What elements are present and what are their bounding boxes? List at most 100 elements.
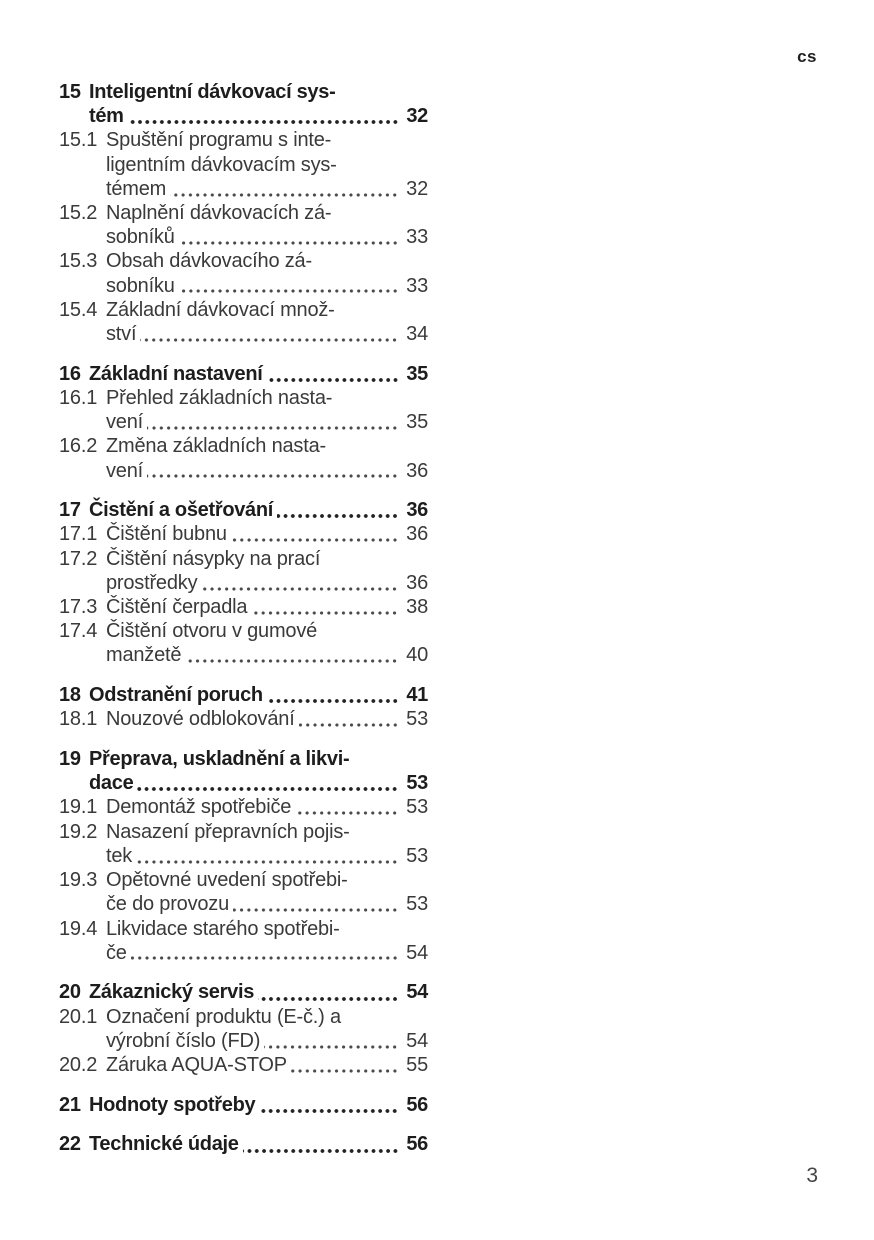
toc-entry-number: 19.4 xyxy=(59,917,98,940)
toc-entry-number: 19.1 xyxy=(59,796,98,819)
dot-leader xyxy=(137,787,401,792)
dot-leader xyxy=(266,699,401,704)
toc-entry-title: Naplnění dávkovacích zá- xyxy=(106,202,332,225)
toc-line: 19.4 Likvidace starého spotřebi- xyxy=(59,917,428,941)
toc-entry-page: 36 xyxy=(406,499,428,522)
toc-line: 17.3 Čištění čerpadla 38 xyxy=(59,595,428,619)
toc-sub-entry: 16.1 Přehled základních nasta-vení 35 xyxy=(59,386,428,434)
dot-leader xyxy=(230,538,401,543)
table-of-contents: 15 Inteligentní dávkovací sys-tém 32 15.1 Sp… xyxy=(59,80,428,1157)
toc-entry-title: Čištění násypky na prací xyxy=(106,547,321,570)
toc-entry-title: ligentním dávkovacím sys- xyxy=(106,153,337,176)
toc-sub-entry: 17.3 Čištění čerpadla 38 xyxy=(59,595,428,619)
toc-entry-title: Nouzové odblokování xyxy=(106,708,295,731)
toc-line: če 54 xyxy=(59,941,428,965)
toc-line: 16 Základní nastavení 35 xyxy=(59,362,428,386)
dot-leader xyxy=(201,586,401,591)
toc-line: ství 34 xyxy=(59,322,428,346)
toc-entry-page: 54 xyxy=(406,981,428,1004)
toc-entry-title: Nasazení přepravních pojis- xyxy=(106,820,350,843)
toc-entry-title: Hodnoty spotřeby xyxy=(89,1093,256,1116)
dot-leader xyxy=(266,377,401,382)
toc-sub-entry: 20.2 Záruka AQUA-STOP 55 xyxy=(59,1053,428,1077)
toc-line: če do provozu 53 xyxy=(59,892,428,916)
toc-sub-entry: 17.4 Čištění otvoru v gumové manžetě 40 xyxy=(59,619,428,667)
toc-entry-title: Čistění a ošetřování xyxy=(89,499,274,522)
toc-entry-title: dace xyxy=(89,772,134,795)
toc-line: manžetě 40 xyxy=(59,643,428,667)
toc-line: 18.1 Nouzové odblokování 53 xyxy=(59,707,428,731)
toc-entry-page: 32 xyxy=(406,105,428,128)
toc-chapter-entry: 16 Základní nastavení 35 xyxy=(59,362,428,386)
toc-entry-title: Záruka AQUA-STOP xyxy=(106,1054,287,1077)
toc-chapter-entry: 15 Inteligentní dávkovací sys-tém 32 xyxy=(59,80,428,128)
toc-line: 16.1 Přehled základních nasta- xyxy=(59,386,428,410)
toc-chapter-entry: 18 Odstranění poruch 41 xyxy=(59,683,428,707)
toc-entry-page: 53 xyxy=(406,893,428,916)
dot-leader xyxy=(127,120,401,125)
toc-entry-title: tém xyxy=(89,105,124,128)
toc-sub-entry: 20.1 Označení produktu (E-č.) a výrobní čí… xyxy=(59,1005,428,1053)
toc-entry-number: 17.3 xyxy=(59,596,98,619)
toc-entry-title: Základní dávkovací množ- xyxy=(106,298,335,321)
toc-sub-entry: 15.4 Základní dávkovací množ-ství 34 xyxy=(59,298,428,346)
language-marker: cs xyxy=(797,47,817,66)
toc-entry-page: 38 xyxy=(406,596,428,619)
page-number: 3 xyxy=(806,1164,818,1187)
toc-line: 17.1 Čištění bubnu 36 xyxy=(59,522,428,546)
toc-chapter-entry: 21 Hodnoty spotřeby 56 xyxy=(59,1093,428,1117)
toc-sub-entry: 19.1 Demontáž spotřebiče 53 xyxy=(59,795,428,819)
dot-leader xyxy=(259,1108,401,1113)
toc-entry-number: 22 xyxy=(59,1133,81,1156)
toc-entry-number: 16.1 xyxy=(59,386,98,409)
toc-line: tém 32 xyxy=(59,104,428,128)
toc-entry-title: Přehled základních nasta- xyxy=(106,386,333,409)
toc-line: výrobní číslo (FD) 54 xyxy=(59,1029,428,1053)
toc-entry-page: 53 xyxy=(406,844,428,867)
toc-line: 15.2 Naplnění dávkovacích zá- xyxy=(59,201,428,225)
toc-entry-title: Likvidace starého spotřebi- xyxy=(106,917,340,940)
toc-entry-number: 15 xyxy=(59,81,81,103)
dot-leader xyxy=(277,514,401,519)
toc-line: 20.1 Označení produktu (E-č.) a xyxy=(59,1005,428,1029)
toc-chapter-entry: 19 Přeprava, uskladnění a likvi-dace 53 xyxy=(59,747,428,795)
toc-entry-page: 33 xyxy=(406,226,428,249)
toc-entry-page: 54 xyxy=(406,1029,428,1052)
toc-sub-entry: 19.3 Opětovné uvedení spotřebi-če do prov… xyxy=(59,868,428,916)
toc-entry-title: Inteligentní dávkovací sys- xyxy=(89,81,336,103)
toc-entry-title: če do provozu xyxy=(106,893,230,916)
toc-entry-number: 18.1 xyxy=(59,708,98,731)
toc-entry-title: prostředky xyxy=(106,571,198,594)
toc-entry-title: Opětovné uvedení spotřebi- xyxy=(106,869,348,892)
toc-line: tek 53 xyxy=(59,844,428,868)
toc-entry-title: ství xyxy=(106,323,137,346)
toc-entry-title: Čištění otvoru v gumové xyxy=(106,620,318,643)
toc-entry-page: 35 xyxy=(406,411,428,434)
toc-entry-page: 53 xyxy=(406,796,428,819)
toc-entry-number: 16.2 xyxy=(59,435,98,458)
toc-entry-page: 41 xyxy=(406,684,428,707)
toc-entry-number: 15.1 xyxy=(59,129,98,152)
toc-entry-page: 55 xyxy=(406,1054,428,1077)
toc-entry-number: 15.3 xyxy=(59,250,98,273)
toc-line: 19 Přeprava, uskladnění a likvi- xyxy=(59,747,428,771)
toc-sub-entry: 15.2 Naplnění dávkovacích zá-sobníků 33 xyxy=(59,201,428,249)
toc-line: 15.4 Základní dávkovací množ- xyxy=(59,298,428,322)
toc-entry-number: 17 xyxy=(59,499,81,522)
dot-leader xyxy=(130,956,401,961)
toc-entry-page: 35 xyxy=(406,362,428,385)
toc-entry-number: 20.1 xyxy=(59,1005,98,1028)
toc-entry-page: 53 xyxy=(406,708,428,731)
toc-entry-title: manžetě xyxy=(106,644,182,667)
toc-entry-title: Přeprava, uskladnění a likvi- xyxy=(89,748,350,771)
toc-entry-title: vení xyxy=(106,411,144,434)
toc-chapter-entry: 22 Technické údaje 56 xyxy=(59,1132,428,1156)
toc-line: 18 Odstranění poruch 41 xyxy=(59,683,428,707)
toc-line: ligentním dávkovacím sys- xyxy=(59,153,428,177)
toc-line: 19.3 Opětovné uvedení spotřebi- xyxy=(59,868,428,892)
toc-entry-number: 19 xyxy=(59,748,81,771)
dot-leader xyxy=(178,240,401,245)
toc-line: 19.1 Demontáž spotřebiče 53 xyxy=(59,795,428,819)
toc-entry-title: vení xyxy=(106,459,144,482)
